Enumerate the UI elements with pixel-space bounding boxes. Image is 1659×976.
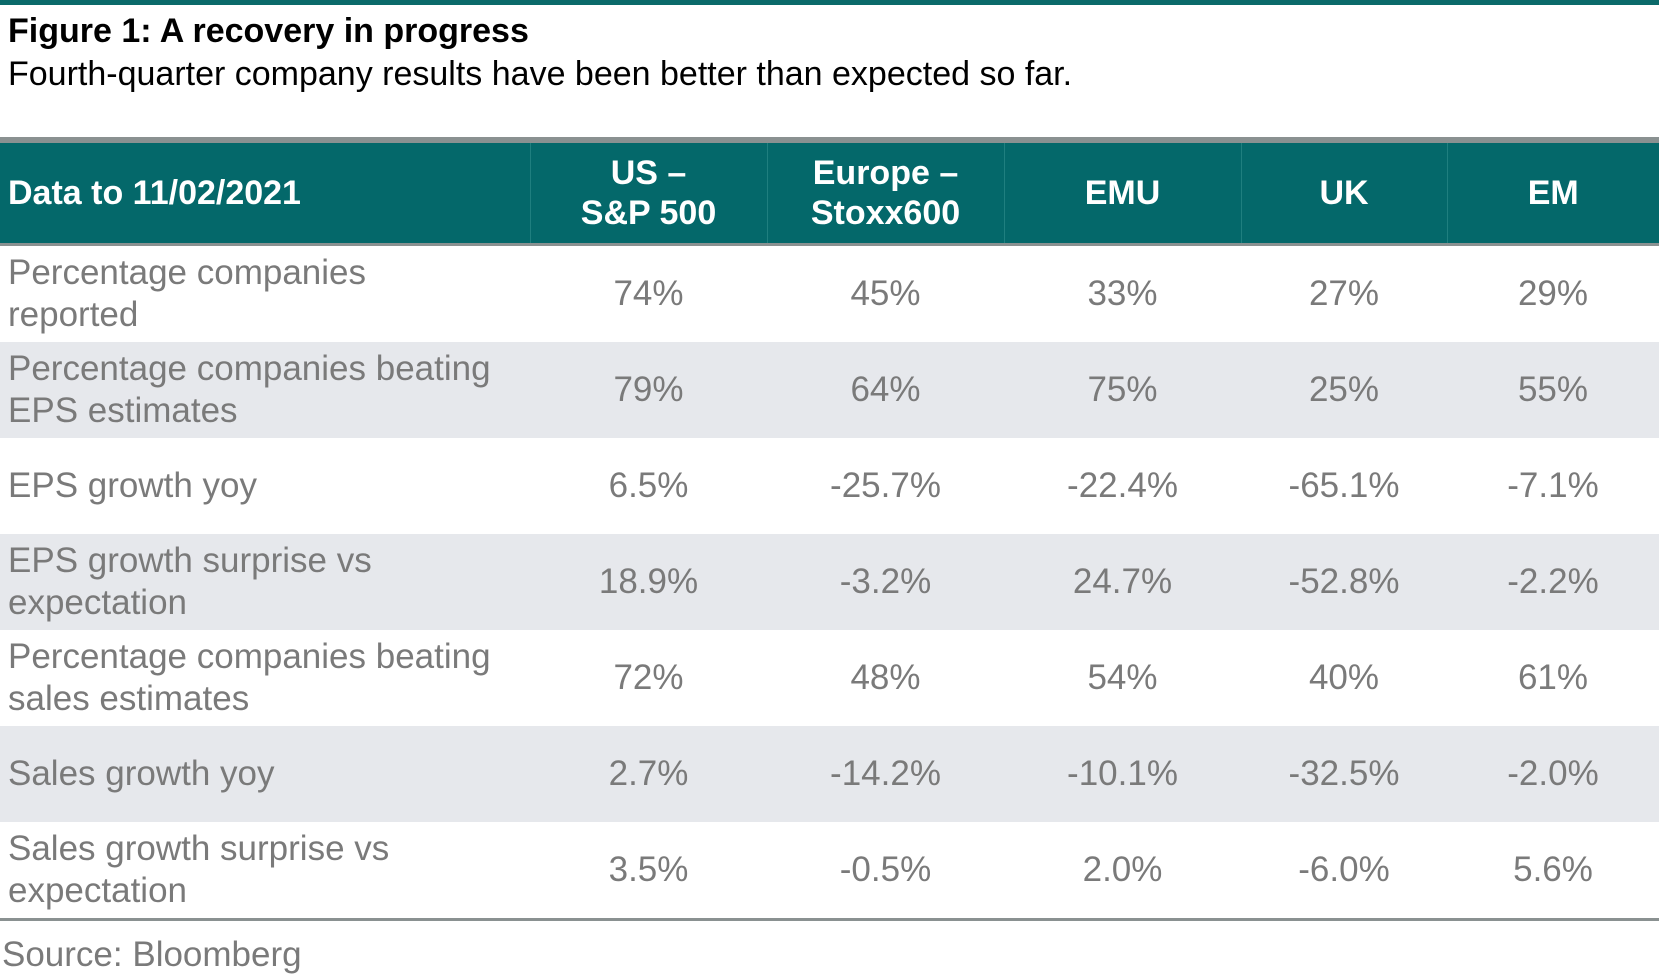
table-row: Percentage companies reported 74% 45% 33%… — [0, 244, 1659, 342]
table-cell: 3.5% — [530, 822, 767, 921]
table-cell: -10.1% — [1004, 726, 1241, 822]
table-cell: -25.7% — [767, 438, 1004, 534]
table-row: Percentage companies beating sales estima… — [0, 630, 1659, 726]
row-label: EPS growth surprise vs expectation — [0, 534, 530, 630]
table-cell: 24.7% — [1004, 534, 1241, 630]
table-row: EPS growth yoy 6.5% -25.7% -22.4% -65.1%… — [0, 438, 1659, 534]
results-table: Data to 11/02/2021 US – S&P 500 Europe – S… — [0, 137, 1659, 921]
table-cell: -3.2% — [767, 534, 1004, 630]
table-header-row: Data to 11/02/2021 US – S&P 500 Europe – S… — [0, 137, 1659, 246]
table-row: EPS growth surprise vs expectation 18.9% … — [0, 534, 1659, 630]
table-cell: -32.5% — [1241, 726, 1447, 822]
table-cell: 33% — [1004, 244, 1241, 342]
figure-subtitle: Fourth-quarter company results have been… — [8, 55, 1073, 93]
source-note: Source: Bloomberg — [2, 935, 302, 974]
table-cell: 29% — [1447, 244, 1659, 342]
row-label: Percentage companies beating EPS estimate… — [0, 342, 530, 438]
table-row: Sales growth surprise vs expectation 3.5%… — [0, 822, 1659, 921]
table-cell: 74% — [530, 244, 767, 342]
row-label: EPS growth yoy — [0, 438, 530, 534]
table-cell: -52.8% — [1241, 534, 1447, 630]
table-cell: -2.2% — [1447, 534, 1659, 630]
table-cell: 27% — [1241, 244, 1447, 342]
header-column: UK — [1240, 137, 1447, 246]
table-cell: 6.5% — [530, 438, 767, 534]
table-row: Percentage companies beating EPS estimate… — [0, 342, 1659, 438]
table-cell: -22.4% — [1004, 438, 1241, 534]
table-cell: 2.0% — [1004, 822, 1241, 921]
table-cell: 2.7% — [530, 726, 767, 822]
table-cell: 55% — [1447, 342, 1659, 438]
row-label: Percentage companies reported — [0, 244, 530, 342]
figure-title: Figure 1: A recovery in progress — [8, 12, 529, 50]
table-row: Sales growth yoy 2.7% -14.2% -10.1% -32.… — [0, 726, 1659, 822]
row-label: Sales growth yoy — [0, 726, 530, 822]
table-cell: 72% — [530, 630, 767, 726]
row-label: Sales growth surprise vs expectation — [0, 822, 530, 921]
header-date-label: Data to 11/02/2021 — [0, 137, 530, 246]
header-column: US – S&P 500 — [529, 137, 767, 246]
header-column: EMU — [1003, 137, 1241, 246]
table-cell: 54% — [1004, 630, 1241, 726]
table-cell: 25% — [1241, 342, 1447, 438]
table-cell: 45% — [767, 244, 1004, 342]
table-cell: 48% — [767, 630, 1004, 726]
table-cell: 5.6% — [1447, 822, 1659, 921]
table-cell: 79% — [530, 342, 767, 438]
table-cell: 75% — [1004, 342, 1241, 438]
table-cell: 64% — [767, 342, 1004, 438]
table-cell: -2.0% — [1447, 726, 1659, 822]
table-cell: -14.2% — [767, 726, 1004, 822]
table-cell: -6.0% — [1241, 822, 1447, 921]
table-cell: -65.1% — [1241, 438, 1447, 534]
table-cell: 18.9% — [530, 534, 767, 630]
top-rule — [0, 0, 1659, 5]
table-cell: 61% — [1447, 630, 1659, 726]
table-cell: -7.1% — [1447, 438, 1659, 534]
table-cell: 40% — [1241, 630, 1447, 726]
table-cell: -0.5% — [767, 822, 1004, 921]
header-column: EM — [1446, 137, 1659, 246]
header-column: Europe – Stoxx600 — [766, 137, 1004, 246]
row-label: Percentage companies beating sales estima… — [0, 630, 530, 726]
